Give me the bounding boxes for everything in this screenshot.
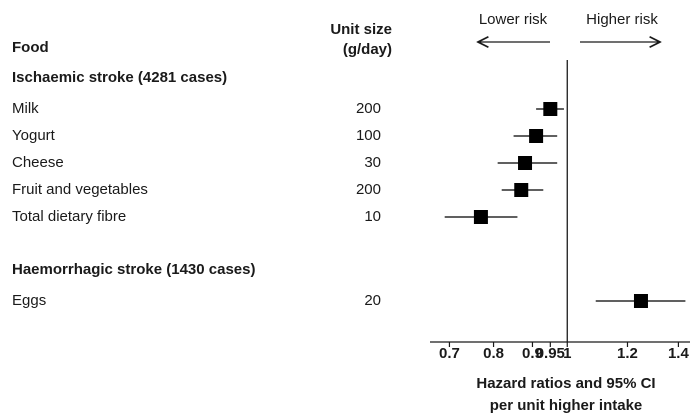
unit-size: 30 xyxy=(364,154,381,171)
x-tick-label: 1 xyxy=(563,345,571,362)
estimate xyxy=(633,294,648,308)
unit-header: (g/day) xyxy=(343,41,392,58)
unit-size: 200 xyxy=(356,181,381,198)
x-axis-label: per unit higher intake xyxy=(490,397,643,414)
x-tick-label: 1.2 xyxy=(617,345,638,362)
food-label: Eggs xyxy=(12,292,46,309)
x-tick-label: 1.4 xyxy=(668,345,690,362)
annotation: Lower risk xyxy=(479,11,548,28)
x-axis-label: Hazard ratios and 95% CI xyxy=(476,375,655,392)
estimate xyxy=(518,156,533,170)
unit-size: 20 xyxy=(364,292,381,309)
food-label: Fruit and vegetables xyxy=(12,181,148,198)
food-label: Milk xyxy=(12,100,39,117)
x-tick-label: 0.95 xyxy=(536,345,565,362)
food-label: Yogurt xyxy=(12,127,56,144)
estimate xyxy=(473,210,488,224)
x-tick-label: 0.8 xyxy=(483,345,504,362)
group-title: Ischaemic stroke (4281 cases) xyxy=(12,69,227,86)
x-tick-label: 0.7 xyxy=(439,345,460,362)
unit-header: Unit size xyxy=(330,21,392,38)
group-title: Haemorrhagic stroke (1430 cases) xyxy=(12,261,255,278)
estimate xyxy=(514,183,529,197)
unit-size: 200 xyxy=(356,100,381,117)
annotation: Higher risk xyxy=(586,11,658,28)
estimate xyxy=(543,102,558,116)
food-label: Total dietary fibre xyxy=(12,208,126,225)
x-tick-label: 0.9 xyxy=(522,345,543,362)
unit-size: 100 xyxy=(356,127,381,144)
food-label: Cheese xyxy=(12,154,64,171)
estimate xyxy=(529,129,544,143)
food-header: Food xyxy=(12,39,49,56)
unit-size: 10 xyxy=(364,208,381,225)
